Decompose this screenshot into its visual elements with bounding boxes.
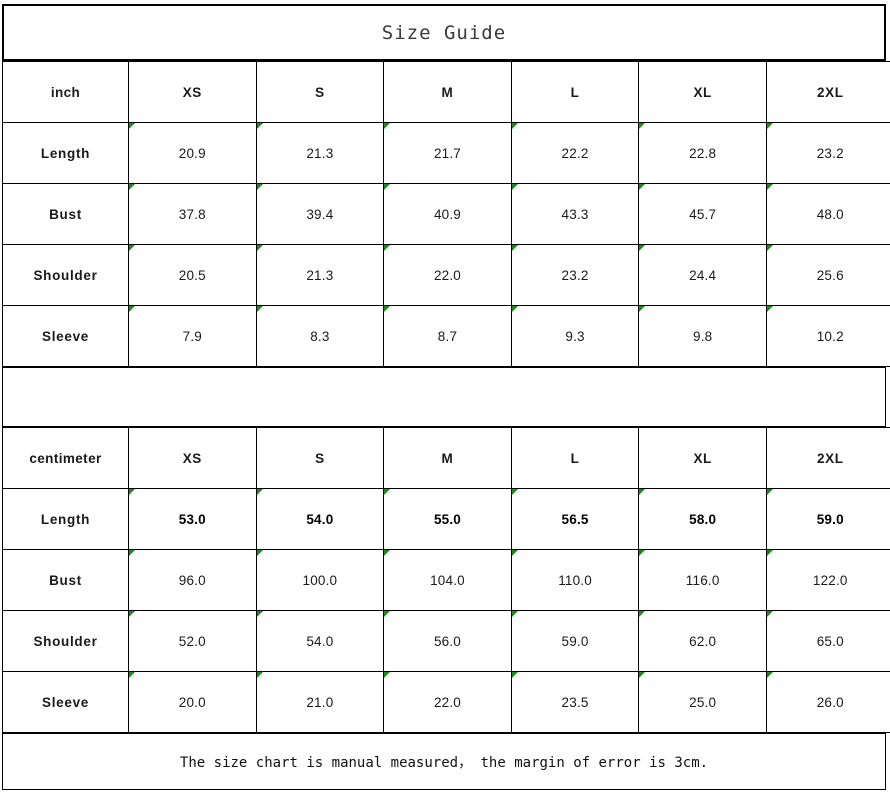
row-label-shoulder-inch: Shoulder bbox=[2, 244, 129, 306]
cell-inch-sleeve-l: 9.3 bbox=[510, 305, 640, 367]
cell-cm-shoulder-xs: 52.0 bbox=[128, 610, 257, 672]
cell-cm-shoulder-m: 56.0 bbox=[383, 610, 512, 672]
size-header-m: M bbox=[383, 61, 512, 123]
cell-inch-bust-2xl: 48.0 bbox=[765, 183, 890, 245]
size-header-2xl: 2XL bbox=[765, 427, 890, 489]
cell-cm-shoulder-l: 59.0 bbox=[510, 610, 640, 672]
cell-inch-shoulder-xs: 20.5 bbox=[128, 244, 257, 306]
size-header-l: L bbox=[510, 61, 640, 123]
row-label-sleeve-cm: Sleeve bbox=[2, 671, 129, 733]
cell-cm-length-m: 55.0 bbox=[383, 488, 512, 550]
cell-inch-length-m: 21.7 bbox=[383, 122, 512, 184]
cell-inch-shoulder-2xl: 25.6 bbox=[765, 244, 890, 306]
row-label-bust-cm: Bust bbox=[2, 549, 129, 611]
cell-inch-sleeve-s: 8.3 bbox=[255, 305, 385, 367]
cell-cm-shoulder-2xl: 65.0 bbox=[765, 610, 890, 672]
table-row: Bust 37.8 39.4 40.9 43.3 45.7 48.0 bbox=[2, 183, 890, 245]
table-row: Length 53.0 54.0 55.0 56.5 58.0 59.0 bbox=[2, 488, 890, 550]
size-table-centimeter: centimeter XS S M L XL 2XL Length 53.0 54.0 55.0 56… bbox=[2, 427, 890, 733]
cell-inch-shoulder-m: 22.0 bbox=[383, 244, 512, 306]
size-header-s: S bbox=[255, 61, 385, 123]
title-row: Size Guide bbox=[2, 4, 886, 61]
size-header-m: M bbox=[383, 427, 512, 489]
cell-inch-bust-s: 39.4 bbox=[255, 183, 385, 245]
cell-cm-sleeve-s: 21.0 bbox=[255, 671, 385, 733]
header-row-inch: inch XS S M L XL 2XL bbox=[2, 61, 890, 123]
cell-cm-length-s: 54.0 bbox=[255, 488, 385, 550]
cell-inch-sleeve-xl: 9.8 bbox=[638, 305, 767, 367]
size-header-xl: XL bbox=[638, 427, 767, 489]
cell-inch-sleeve-m: 8.7 bbox=[383, 305, 512, 367]
cell-inch-bust-m: 40.9 bbox=[383, 183, 512, 245]
cell-inch-length-xl: 22.8 bbox=[638, 122, 767, 184]
cell-cm-length-xs: 53.0 bbox=[128, 488, 257, 550]
table-row: Sleeve 7.9 8.3 8.7 9.3 9.8 10.2 bbox=[2, 305, 890, 367]
size-header-xl: XL bbox=[638, 61, 767, 123]
size-header-2xl: 2XL bbox=[765, 61, 890, 123]
cell-inch-shoulder-l: 23.2 bbox=[510, 244, 640, 306]
cell-cm-bust-m: 104.0 bbox=[383, 549, 512, 611]
cell-cm-bust-2xl: 122.0 bbox=[765, 549, 890, 611]
cell-cm-sleeve-xs: 20.0 bbox=[128, 671, 257, 733]
cell-cm-bust-l: 110.0 bbox=[510, 549, 640, 611]
footer-note: The size chart is manual measured， the m… bbox=[179, 754, 709, 771]
cell-cm-sleeve-l: 23.5 bbox=[510, 671, 640, 733]
table-row: Sleeve 20.0 21.0 22.0 23.5 25.0 26.0 bbox=[2, 671, 890, 733]
cell-cm-shoulder-xl: 62.0 bbox=[638, 610, 767, 672]
cell-cm-shoulder-s: 54.0 bbox=[255, 610, 385, 672]
cell-cm-length-xl: 58.0 bbox=[638, 488, 767, 550]
row-label-bust-inch: Bust bbox=[2, 183, 129, 245]
cell-cm-bust-xl: 116.0 bbox=[638, 549, 767, 611]
cell-cm-sleeve-xl: 25.0 bbox=[638, 671, 767, 733]
table-row: Shoulder 52.0 54.0 56.0 59.0 62.0 65.0 bbox=[2, 610, 890, 672]
row-label-shoulder-cm: Shoulder bbox=[2, 610, 129, 672]
cell-cm-sleeve-m: 22.0 bbox=[383, 671, 512, 733]
cell-inch-shoulder-xl: 24.4 bbox=[638, 244, 767, 306]
table-row: Length 20.9 21.3 21.7 22.2 22.8 23.2 bbox=[2, 122, 890, 184]
cell-cm-bust-s: 100.0 bbox=[255, 549, 385, 611]
size-header-xs: XS bbox=[128, 61, 257, 123]
footer-note-row: The size chart is manual measured， the m… bbox=[2, 733, 886, 790]
row-label-length-cm: Length bbox=[2, 488, 129, 550]
cell-inch-bust-l: 43.3 bbox=[510, 183, 640, 245]
row-label-length-inch: Length bbox=[2, 122, 129, 184]
size-header-l: L bbox=[510, 427, 640, 489]
table-spacer-row bbox=[2, 367, 886, 427]
cell-inch-bust-xs: 37.8 bbox=[128, 183, 257, 245]
cell-inch-bust-xl: 45.7 bbox=[638, 183, 767, 245]
cell-inch-length-s: 21.3 bbox=[255, 122, 385, 184]
table-row: Shoulder 20.5 21.3 22.0 23.2 24.4 25.6 bbox=[2, 244, 890, 306]
row-label-sleeve-inch: Sleeve bbox=[2, 305, 129, 367]
size-table-inch: inch XS S M L XL 2XL Length 20.9 21.3 21.7 22.2 22.8… bbox=[2, 61, 890, 367]
cell-cm-bust-xs: 96.0 bbox=[128, 549, 257, 611]
cell-inch-shoulder-s: 21.3 bbox=[255, 244, 385, 306]
cell-inch-length-l: 22.2 bbox=[510, 122, 640, 184]
size-header-s: S bbox=[255, 427, 385, 489]
unit-header-inch: inch bbox=[2, 61, 129, 123]
cell-cm-length-2xl: 59.0 bbox=[765, 488, 890, 550]
cell-cm-length-l: 56.5 bbox=[510, 488, 640, 550]
unit-header-cm: centimeter bbox=[2, 427, 129, 489]
page-title: Size Guide bbox=[381, 21, 507, 44]
cell-inch-sleeve-xs: 7.9 bbox=[128, 305, 257, 367]
table-row: Bust 96.0 100.0 104.0 110.0 116.0 122.0 bbox=[2, 549, 890, 611]
cell-inch-length-2xl: 23.2 bbox=[765, 122, 890, 184]
header-row-cm: centimeter XS S M L XL 2XL bbox=[2, 427, 890, 489]
cell-cm-sleeve-2xl: 26.0 bbox=[765, 671, 890, 733]
size-header-xs: XS bbox=[128, 427, 257, 489]
cell-inch-sleeve-2xl: 10.2 bbox=[765, 305, 890, 367]
cell-inch-length-xs: 20.9 bbox=[128, 122, 257, 184]
